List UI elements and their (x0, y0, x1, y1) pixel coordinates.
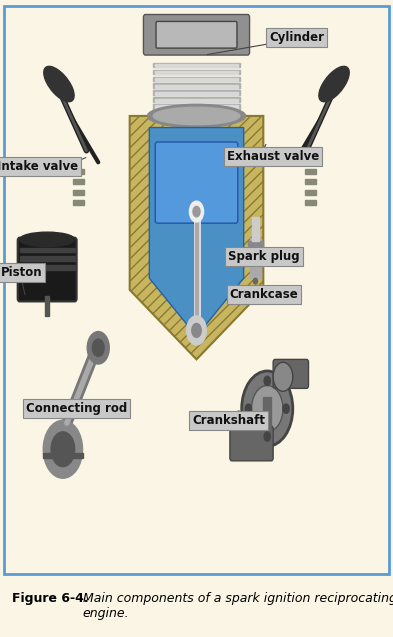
Bar (73, 200, 84, 205)
Bar (43, 454, 83, 458)
FancyBboxPatch shape (156, 22, 237, 48)
Text: Spark plug: Spark plug (228, 250, 300, 262)
Circle shape (92, 339, 104, 357)
Ellipse shape (319, 66, 349, 102)
Circle shape (189, 201, 204, 222)
Bar (155, 99, 238, 102)
Text: Connecting rod: Connecting rod (26, 402, 127, 415)
Circle shape (187, 316, 206, 345)
Ellipse shape (20, 232, 75, 247)
Circle shape (273, 362, 293, 391)
Text: Figure 6-4.: Figure 6-4. (12, 592, 88, 605)
Bar (248, 241, 263, 255)
Bar (263, 397, 271, 443)
Bar (20, 265, 75, 269)
Text: Intake valve: Intake valve (0, 161, 78, 173)
FancyBboxPatch shape (18, 238, 77, 301)
Text: Exhaust valve: Exhaust valve (227, 150, 319, 163)
Bar (305, 179, 316, 184)
Circle shape (253, 278, 257, 284)
FancyBboxPatch shape (4, 6, 389, 574)
Bar (153, 90, 240, 95)
Bar (155, 113, 238, 116)
Bar (153, 97, 240, 102)
Circle shape (242, 371, 293, 447)
Bar (155, 78, 238, 81)
Bar (155, 85, 238, 88)
Circle shape (192, 324, 201, 338)
Ellipse shape (44, 66, 74, 102)
Polygon shape (130, 116, 263, 359)
Text: Crankcase: Crankcase (230, 288, 298, 301)
Circle shape (87, 332, 109, 364)
Bar (305, 200, 316, 205)
Bar (155, 106, 238, 109)
Bar (45, 296, 49, 316)
Circle shape (43, 420, 83, 478)
Circle shape (245, 404, 252, 413)
Bar (153, 104, 240, 109)
Text: Main components of a spark ignition reciprocating
engine.: Main components of a spark ignition reci… (83, 592, 393, 620)
Bar (153, 83, 240, 88)
Bar (155, 71, 238, 74)
FancyBboxPatch shape (155, 142, 238, 223)
Bar (153, 76, 240, 81)
Bar (73, 190, 84, 195)
Circle shape (264, 432, 270, 441)
FancyBboxPatch shape (230, 426, 273, 461)
Text: Cylinder: Cylinder (269, 31, 324, 44)
Bar (73, 179, 84, 184)
Bar (20, 248, 75, 252)
FancyBboxPatch shape (273, 359, 309, 389)
Bar (73, 169, 84, 174)
Bar (153, 69, 240, 74)
Text: Piston: Piston (1, 266, 42, 279)
Ellipse shape (147, 104, 246, 127)
Bar (250, 238, 261, 278)
Circle shape (51, 432, 75, 467)
Polygon shape (149, 127, 244, 336)
Bar (305, 169, 316, 174)
Bar (305, 190, 316, 195)
FancyBboxPatch shape (143, 15, 250, 55)
Bar (20, 256, 75, 261)
Ellipse shape (153, 107, 240, 125)
Text: Crankshaft: Crankshaft (192, 414, 265, 427)
Circle shape (264, 376, 270, 385)
Bar (153, 111, 240, 116)
Bar (155, 64, 238, 68)
Bar (155, 92, 238, 95)
Bar (153, 62, 240, 68)
Circle shape (193, 206, 200, 217)
Bar (252, 217, 259, 241)
Circle shape (252, 385, 283, 432)
Circle shape (283, 404, 289, 413)
